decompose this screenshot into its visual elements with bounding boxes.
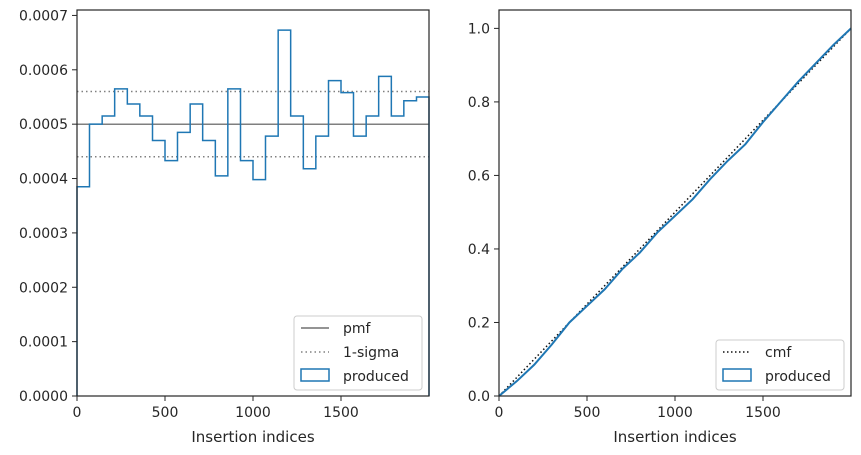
legend-produced-label-right: produced (765, 369, 831, 385)
left-x-tick-label: 0 (73, 405, 82, 421)
right-x-tick-label: 500 (574, 405, 601, 421)
right-y-tick-label: 0.8 (468, 95, 490, 111)
left-y-tick-label: 0.0005 (19, 117, 68, 133)
left-x-tick-label: 1000 (235, 405, 271, 421)
left-y-tick-label: 0.0002 (19, 280, 68, 296)
right-y-tick-label: 0.6 (468, 168, 490, 184)
legend-cmf-label: cmf (765, 345, 792, 361)
left-y-tick-label: 0.0006 (19, 63, 68, 79)
right-x-tick-label: 0 (495, 405, 504, 421)
right-x-axis-label: Insertion indices (613, 428, 736, 446)
legend-pmf-label: pmf (343, 321, 372, 337)
right-y-tick-label: 1.0 (468, 21, 490, 37)
legend-produced-label-left: produced (343, 369, 409, 385)
left-legend: pmf 1-sigma produced (293, 315, 423, 391)
left-y-tick-label: 0.0001 (19, 335, 68, 351)
right-y-tick-label: 0.2 (468, 315, 490, 331)
right-x-tick-label: 1000 (657, 405, 693, 421)
produced-line (498, 27, 852, 397)
right-x-tick-label: 1500 (745, 405, 781, 421)
legend-produced-swatch-left (300, 368, 330, 382)
right-y-tick-label: 0.4 (468, 242, 490, 258)
right-legend: cmf produced (715, 339, 845, 391)
right-cdf-panel: 0 500 1000 1500 0.0 0.2 0.4 0.6 0.8 1.0 Insertion… (468, 9, 852, 446)
left-y-tick-label: 0.0000 (19, 389, 68, 405)
left-y-tick-label: 0.0004 (19, 172, 68, 188)
right-y-tick-label: 0.0 (468, 389, 490, 405)
right-axes-frame (498, 9, 852, 397)
legend-produced-swatch-right (722, 368, 752, 382)
left-x-tick-label: 500 (152, 405, 179, 421)
legend-sigma-label: 1-sigma (343, 345, 399, 361)
left-x-tick-label: 1500 (323, 405, 359, 421)
left-y-tick-label: 0.0007 (19, 8, 68, 24)
left-y-tick-label: 0.0003 (19, 226, 68, 242)
left-legend-box (293, 315, 423, 391)
left-histogram-panel: 0 500 1000 1500 0.0000 0.0001 0.0002 0.0003 0.00… (19, 8, 430, 446)
produced-histogram-step (76, 29, 430, 396)
left-x-axis-label: Insertion indices (191, 428, 314, 446)
